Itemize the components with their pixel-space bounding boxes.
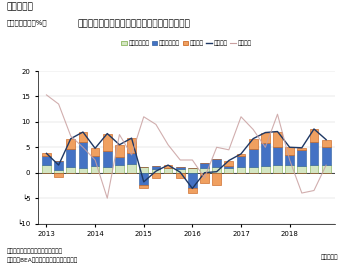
Bar <box>164 168 172 173</box>
Bar <box>322 165 331 173</box>
Bar <box>151 166 160 169</box>
Bar <box>200 163 209 168</box>
Bar <box>103 151 112 166</box>
Text: （注）季節調整済系列の前期比年率: （注）季節調整済系列の前期比年率 <box>7 249 63 254</box>
Bar <box>164 165 172 168</box>
Bar <box>309 165 318 173</box>
Bar <box>285 147 294 155</box>
Text: 米国の実質設備投資（寄与度）と実質住宅投資: 米国の実質設備投資（寄与度）と実質住宅投資 <box>78 20 190 29</box>
Bar <box>200 168 209 173</box>
Bar <box>309 142 318 165</box>
Bar <box>249 139 258 149</box>
Text: （前期比年率、%）: （前期比年率、%） <box>7 20 48 26</box>
Bar <box>139 173 148 185</box>
Bar <box>91 148 99 156</box>
Bar <box>115 165 124 173</box>
Bar <box>54 161 63 170</box>
Bar <box>322 147 331 165</box>
Bar <box>237 166 245 173</box>
Bar <box>273 132 282 147</box>
Bar <box>200 173 209 183</box>
Bar <box>225 168 233 173</box>
Bar <box>237 154 245 156</box>
Bar <box>285 155 294 165</box>
Bar <box>66 149 75 166</box>
Bar <box>261 133 270 143</box>
Bar <box>261 143 270 166</box>
Bar <box>188 188 197 193</box>
Bar <box>79 142 87 168</box>
Bar <box>225 160 233 166</box>
Bar <box>103 134 112 151</box>
Bar <box>188 168 197 173</box>
Bar <box>297 166 306 173</box>
Text: （四半期）: （四半期） <box>321 255 338 260</box>
Bar <box>54 173 63 177</box>
Bar <box>42 156 51 165</box>
Bar <box>79 168 87 173</box>
Bar <box>91 156 99 166</box>
Bar <box>42 153 51 156</box>
Bar <box>273 147 282 165</box>
Text: （図表５）: （図表５） <box>7 3 34 12</box>
Bar <box>139 166 148 173</box>
Bar <box>127 164 136 173</box>
Legend: 知的財産投資, 設備機器投資, 構築投資, 設備投資, 住宅投資: 知的財産投資, 設備機器投資, 構築投資, 設備投資, 住宅投資 <box>121 40 252 46</box>
Bar <box>249 166 258 173</box>
Bar <box>322 140 331 147</box>
Text: （資料）BEAよりニッセイ基礎研究所作成: （資料）BEAよりニッセイ基礎研究所作成 <box>7 258 78 263</box>
Bar <box>212 166 221 173</box>
Bar <box>127 138 136 153</box>
Bar <box>42 165 51 173</box>
Bar <box>127 153 136 164</box>
Bar <box>151 169 160 173</box>
Bar <box>188 173 197 188</box>
Bar <box>151 173 160 178</box>
Bar <box>139 185 148 188</box>
Bar <box>309 129 318 142</box>
Bar <box>66 139 75 149</box>
Bar <box>225 166 233 168</box>
Bar <box>237 156 245 166</box>
Bar <box>176 167 185 169</box>
Bar <box>66 166 75 173</box>
Bar <box>91 166 99 173</box>
Bar <box>176 169 185 173</box>
Bar <box>297 148 306 150</box>
Bar <box>261 166 270 173</box>
Bar <box>115 158 124 165</box>
Bar <box>212 173 221 185</box>
Bar <box>273 165 282 173</box>
Bar <box>54 170 63 173</box>
Bar <box>212 159 221 166</box>
Bar <box>79 132 87 142</box>
Bar <box>115 145 124 158</box>
Bar <box>297 150 306 166</box>
Bar <box>285 165 294 173</box>
Bar <box>249 149 258 166</box>
Bar <box>176 173 185 178</box>
Bar <box>103 166 112 173</box>
